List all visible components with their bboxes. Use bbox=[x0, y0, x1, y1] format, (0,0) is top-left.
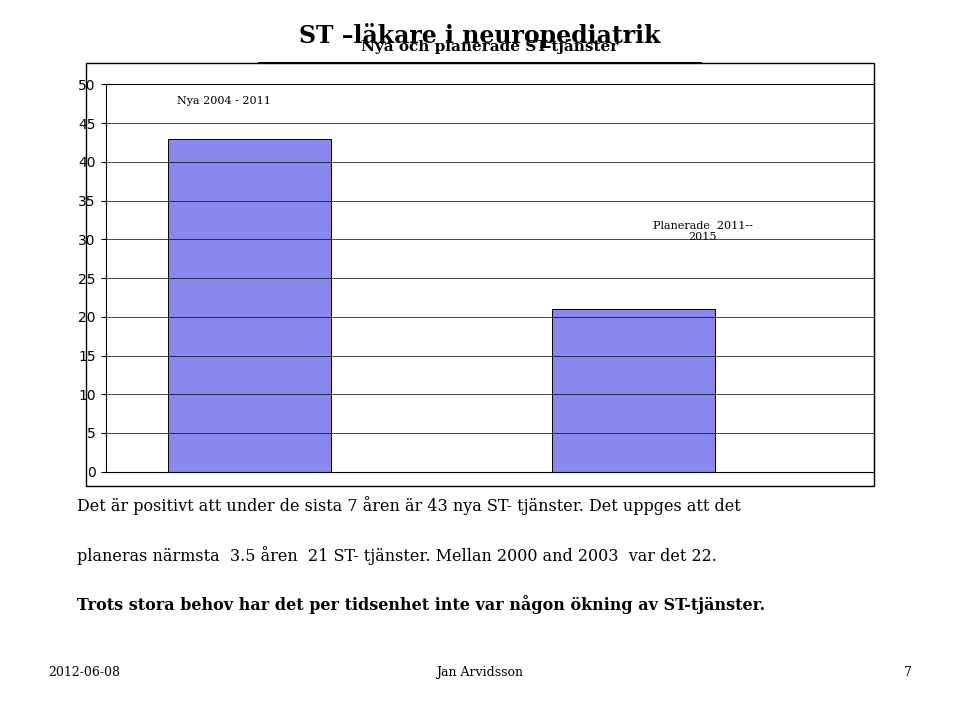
Text: Planerade  2011--
2015: Planerade 2011-- 2015 bbox=[653, 221, 753, 242]
Bar bbox=[168, 139, 331, 472]
Text: Jan Arvidsson: Jan Arvidsson bbox=[437, 667, 523, 679]
Bar bbox=[552, 309, 715, 472]
Text: Det är positivt att under de sista 7 åren är 43 nya ST- tjänster. Det uppges att: Det är positivt att under de sista 7 åre… bbox=[77, 496, 740, 515]
Text: Nya och planerade ST-tjänster: Nya och planerade ST-tjänster bbox=[361, 39, 618, 54]
Text: Trots stora behov har det per tidsenhet inte var någon ökning av ST-tjänster.: Trots stora behov har det per tidsenhet … bbox=[77, 595, 765, 614]
Text: 7: 7 bbox=[904, 667, 912, 679]
Text: planeras närmsta  3.5 åren  21 ST- tjänster. Mellan 2000 and 2003  var det 22.: planeras närmsta 3.5 åren 21 ST- tjänste… bbox=[77, 546, 717, 565]
Text: 2012-06-08: 2012-06-08 bbox=[48, 667, 120, 679]
Text: ST –läkare i neuropediatrik: ST –läkare i neuropediatrik bbox=[300, 23, 660, 48]
Text: Nya 2004 - 2011: Nya 2004 - 2011 bbox=[177, 96, 271, 106]
